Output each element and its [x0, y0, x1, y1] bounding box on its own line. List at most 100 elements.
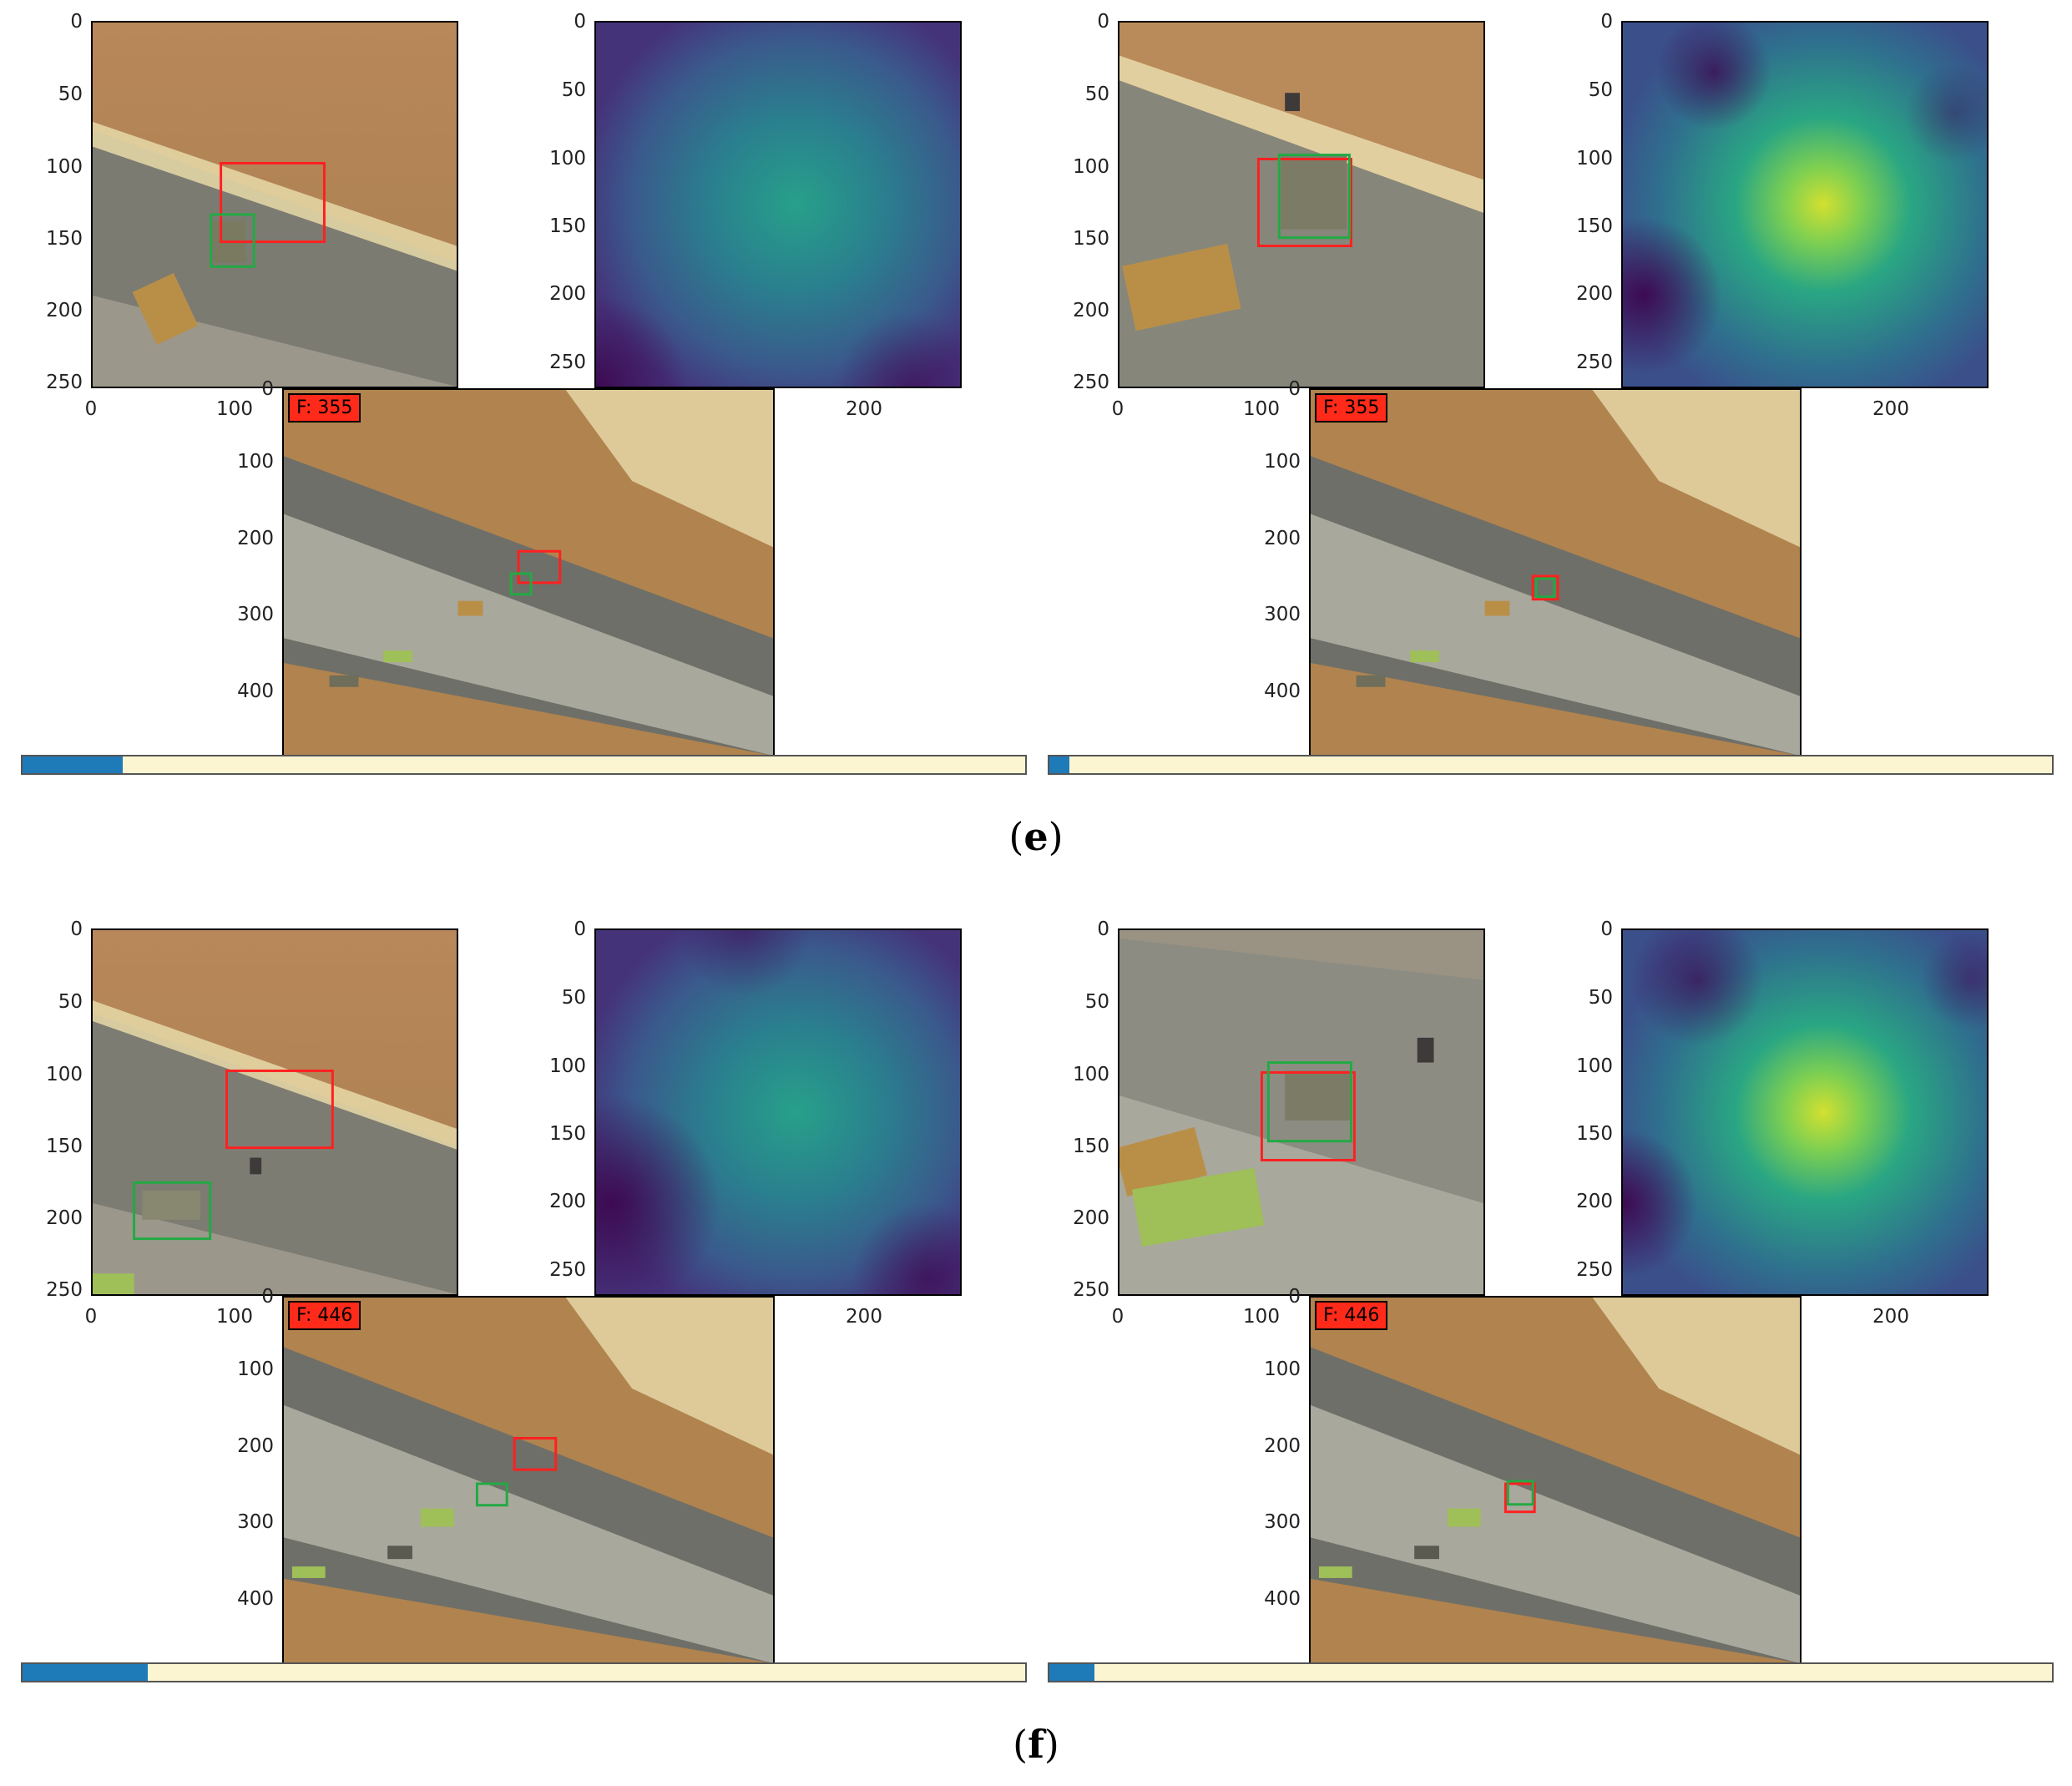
sequence-progress-bar: [21, 1662, 1027, 1682]
ground-truth-box: [509, 572, 533, 596]
frame-y-tick: 400: [237, 1588, 274, 1610]
tracker-box: [1503, 1482, 1536, 1514]
patch-y-tick: 100: [1073, 156, 1109, 178]
patch-x-tick: 100: [216, 1306, 253, 1328]
patch-y-tick: 150: [1073, 1136, 1109, 1157]
heat-y-tick: 0: [574, 11, 586, 33]
patch-y-tick: 150: [1073, 228, 1109, 250]
frame-number-badge: F: 355: [288, 393, 361, 422]
patch-y-tick: 200: [46, 1207, 83, 1229]
heat-y-tick: 50: [561, 79, 586, 101]
progress-fill: [23, 756, 124, 773]
heat-y-tick: 0: [574, 918, 586, 940]
subfigure-caption-f: (f): [1013, 1722, 1059, 1767]
patch-x-tick: 100: [1243, 398, 1280, 420]
heat-y-tick: 250: [549, 352, 586, 373]
search-patch-axes: [91, 21, 458, 388]
heat-x-tick: 200: [846, 398, 882, 420]
full-frame-axes: [1309, 388, 1802, 757]
patch-y-tick: 250: [46, 372, 83, 393]
heat-y-tick: 50: [1588, 79, 1613, 101]
patch-x-tick: 100: [1243, 1306, 1280, 1328]
frame-y-tick: 0: [1288, 1286, 1301, 1308]
subfigure-caption-e: (e): [1008, 814, 1064, 859]
heat-x-tick: 200: [846, 1306, 882, 1328]
patch-x-tick: 0: [1111, 398, 1124, 420]
frame-y-tick: 300: [237, 1511, 274, 1533]
patch-y-tick: 0: [70, 11, 83, 33]
heat-y-tick: 250: [1576, 352, 1613, 373]
heat-y-tick: 200: [1576, 1191, 1613, 1212]
heat-y-tick: 0: [1600, 918, 1613, 940]
frame-number-badge: F: 446: [1315, 1301, 1388, 1330]
tracker-panel-f-left: F: 446 0 50 100 150 200 250 0 100 0 50 1…: [21, 918, 1027, 1710]
patch-y-tick: 50: [58, 83, 83, 105]
heat-y-tick: 100: [1576, 148, 1613, 169]
search-patch-axes: [91, 928, 458, 1296]
patch-y-tick: 100: [46, 156, 83, 178]
progress-fill: [1049, 1664, 1095, 1681]
ground-truth-box: [1266, 1061, 1352, 1143]
patch-x-tick: 0: [84, 1306, 98, 1328]
patch-x-tick: 0: [1111, 1306, 1124, 1328]
sequence-progress-bar: [1048, 755, 2054, 775]
tracker-box: [1260, 1070, 1356, 1161]
tracker-panel-e-right: F: 355 0 50 100 150 200 250 0 100 0 50 1…: [1048, 11, 2054, 802]
patch-y-tick: 250: [1073, 1279, 1109, 1301]
heat-y-tick: 100: [549, 148, 586, 169]
frame-y-tick: 200: [1264, 528, 1301, 549]
ground-truth-box: [475, 1482, 508, 1507]
patch-y-tick: 50: [58, 991, 83, 1013]
response-heatmap-axes: [594, 928, 962, 1296]
frame-y-tick: 0: [261, 1286, 274, 1308]
ground-truth-box: [210, 213, 255, 268]
frame-number-badge: F: 355: [1315, 393, 1388, 422]
search-patch-axes: [1118, 21, 1485, 388]
frame-y-tick: 300: [1264, 1511, 1301, 1533]
response-heatmap-axes: [1621, 21, 1989, 388]
heat-y-tick: 200: [549, 283, 586, 305]
frame-y-tick: 0: [261, 378, 274, 400]
patch-y-tick: 150: [46, 228, 83, 250]
frame-y-tick: 100: [237, 1358, 274, 1380]
heat-x-tick: 200: [1872, 1306, 1909, 1328]
ground-truth-box: [1506, 1480, 1534, 1506]
heat-y-tick: 150: [1576, 215, 1613, 237]
heat-y-tick: 100: [549, 1055, 586, 1077]
heat-y-tick: 250: [549, 1259, 586, 1281]
tracker-box: [220, 161, 326, 244]
tracker-box: [225, 1069, 334, 1150]
heat-y-tick: 50: [1588, 987, 1613, 1009]
frame-y-tick: 300: [237, 604, 274, 625]
patch-y-tick: 250: [1073, 372, 1109, 393]
frame-y-tick: 100: [237, 451, 274, 473]
frame-y-tick: 200: [237, 1435, 274, 1457]
ground-truth-box: [1277, 154, 1351, 240]
ground-truth-box: [133, 1181, 212, 1241]
tracker-box: [1531, 574, 1559, 601]
patch-y-tick: 200: [1073, 1207, 1109, 1229]
full-frame-axes: [1309, 1296, 1802, 1665]
heat-y-tick: 50: [561, 987, 586, 1009]
heat-x-tick: 200: [1872, 398, 1909, 420]
patch-y-tick: 100: [46, 1064, 83, 1085]
tracker-box: [513, 1436, 558, 1471]
patch-y-tick: 0: [1097, 11, 1109, 33]
patch-y-tick: 50: [1084, 991, 1109, 1013]
frame-y-tick: 100: [1264, 451, 1301, 473]
patch-y-tick: 0: [70, 918, 83, 940]
heat-y-tick: 200: [1576, 283, 1613, 305]
search-patch-axes: [1118, 928, 1485, 1296]
frame-y-tick: 400: [1264, 1588, 1301, 1610]
sequence-progress-bar: [21, 755, 1027, 775]
patch-y-tick: 50: [1084, 83, 1109, 105]
frame-y-tick: 200: [1264, 1435, 1301, 1457]
tracker-panel-f-right: F: 446 0 50 100 150 200 250 0 100 0 50 1…: [1048, 918, 2054, 1710]
patch-y-tick: 0: [1097, 918, 1109, 940]
patch-y-tick: 250: [46, 1279, 83, 1301]
heat-y-tick: 200: [549, 1191, 586, 1212]
frame-y-tick: 300: [1264, 604, 1301, 625]
frame-y-tick: 200: [237, 528, 274, 549]
full-frame-axes: [282, 1296, 775, 1665]
frame-y-tick: 0: [1288, 378, 1301, 400]
